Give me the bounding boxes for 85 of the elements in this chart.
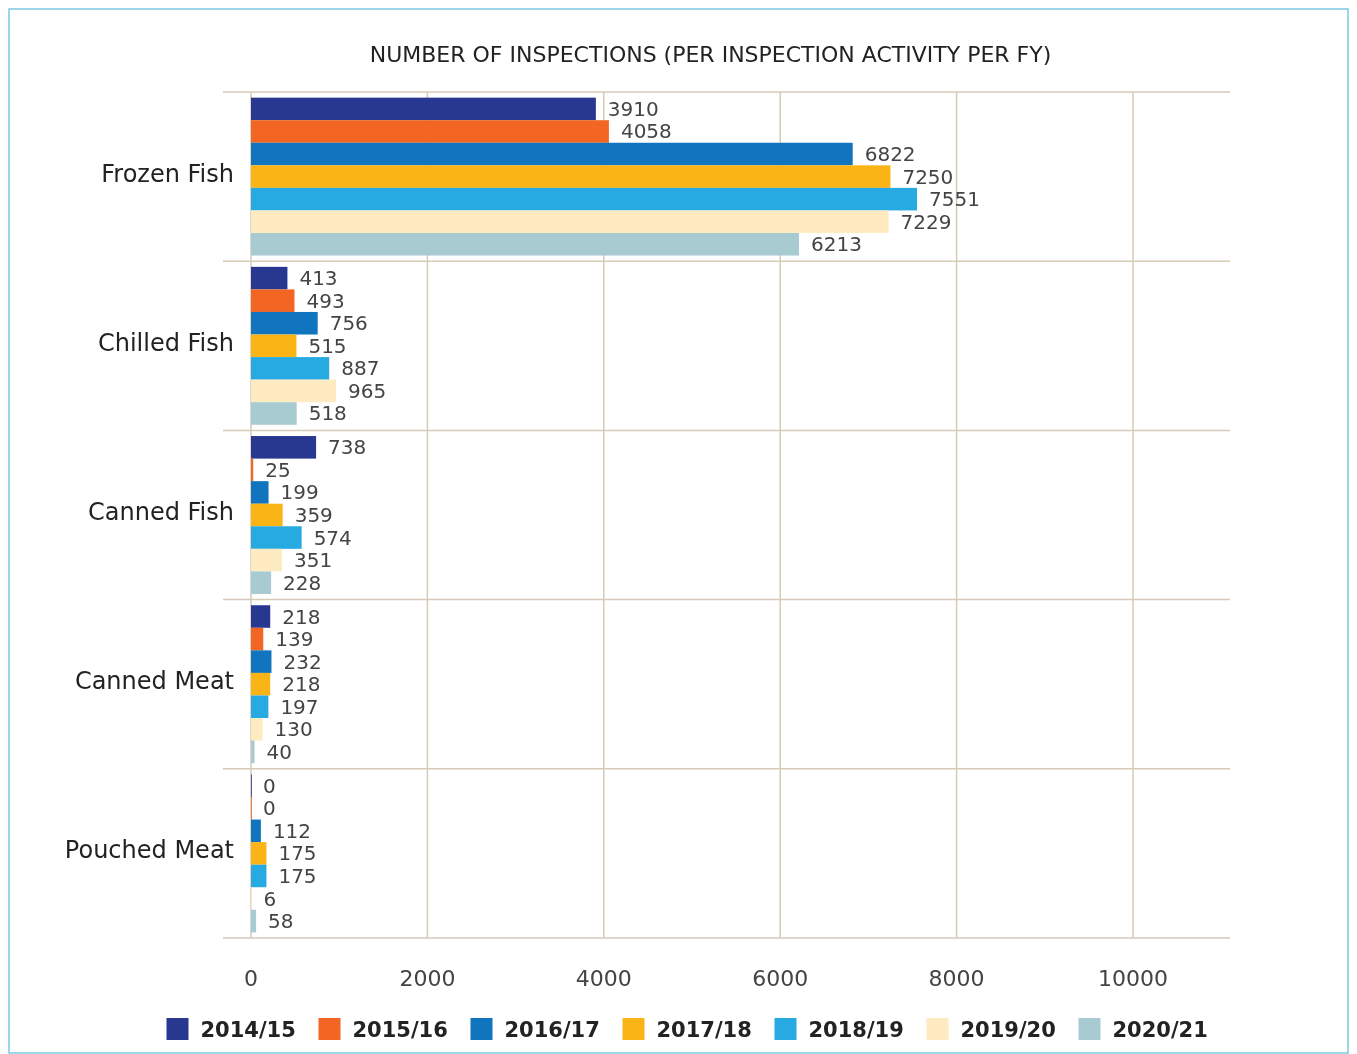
data-label: 965 (348, 378, 387, 403)
data-label: 228 (283, 570, 322, 595)
bar (251, 334, 297, 358)
data-label: 175 (278, 863, 317, 888)
legend-label: 2015/16 (352, 1018, 448, 1042)
x-tick-label: 4000 (575, 966, 632, 991)
bar (251, 266, 288, 290)
data-label: 518 (308, 401, 347, 426)
legend-label: 2018/19 (808, 1018, 904, 1042)
y-tick-label: Chilled Fish (97, 328, 234, 357)
data-label: 3910 (607, 96, 659, 121)
data-label: 887 (341, 356, 380, 381)
y-tick-label: Frozen Fish (101, 159, 234, 188)
data-label: 58 (268, 909, 294, 934)
bar (251, 548, 282, 572)
data-label: 130 (274, 717, 313, 742)
data-label: 197 (280, 694, 319, 719)
bar (251, 120, 609, 143)
bar (251, 165, 891, 188)
data-label: 6822 (864, 142, 916, 167)
data-label: 7551 (928, 187, 980, 212)
data-label: 7229 (900, 209, 952, 234)
data-label: 756 (329, 311, 368, 336)
y-tick-label: Canned Fish (88, 498, 234, 526)
data-label: 493 (306, 288, 345, 313)
bar (251, 142, 853, 166)
bar (251, 842, 267, 865)
data-label: 218 (282, 672, 321, 697)
data-label: 738 (328, 435, 367, 460)
bar (251, 526, 302, 549)
data-label: 6213 (810, 232, 862, 257)
y-tick-label: Canned Meat (74, 667, 234, 696)
legend-label: 2016/17 (504, 1018, 600, 1042)
bar (251, 436, 317, 459)
data-label: 139 (275, 627, 314, 652)
x-tick-label: 8000 (928, 966, 985, 991)
bar (251, 695, 269, 719)
data-label: 112 (272, 818, 312, 843)
data-label: 0 (263, 773, 276, 798)
bar (251, 402, 297, 425)
bar (251, 97, 596, 121)
bar (251, 909, 257, 933)
data-label: 232 (283, 649, 322, 674)
bar (251, 819, 261, 843)
data-label: 574 (313, 525, 352, 550)
bar (251, 571, 272, 594)
legend-label: 2017/18 (656, 1018, 752, 1042)
legend-label: 2019/20 (960, 1018, 1056, 1042)
bar (251, 740, 255, 764)
data-label: 413 (299, 266, 338, 291)
bar (251, 379, 337, 403)
data-label: 199 (280, 480, 319, 505)
bar (251, 650, 272, 673)
bar (251, 187, 917, 211)
data-label: 359 (294, 503, 333, 527)
data-label: 40 (266, 739, 292, 764)
bar (251, 503, 283, 527)
bar (251, 672, 271, 696)
bar (251, 233, 799, 256)
bar (251, 210, 889, 233)
x-tick-label: 6000 (752, 966, 809, 991)
bar (251, 605, 271, 628)
data-label: 218 (282, 604, 321, 629)
legend-label: 2020/21 (1112, 1018, 1208, 1042)
y-tick-label: Pouched Meat (64, 836, 234, 865)
bar (251, 718, 263, 741)
data-label: 175 (278, 841, 317, 866)
data-label: 0 (263, 796, 276, 821)
x-tick-label: 10000 (1097, 966, 1168, 991)
bar (251, 627, 264, 651)
bar (251, 311, 318, 335)
data-label: 4058 (620, 119, 672, 144)
chart-title: NUMBER OF INSPECTIONS (PER INSPECTION ACTIVITY PER FY) (369, 42, 1052, 67)
data-label: 351 (293, 548, 333, 573)
bar (251, 864, 267, 888)
bar (251, 357, 330, 380)
data-label: 6 (263, 886, 277, 911)
x-tick-label: 0 (244, 966, 258, 991)
bar (251, 481, 269, 504)
data-label: 25 (265, 457, 291, 482)
data-label: 515 (308, 333, 347, 358)
x-tick-label: 2000 (399, 966, 456, 991)
bar (251, 289, 295, 312)
data-label: 7250 (902, 164, 954, 189)
legend-label: 2014/15 (200, 1018, 296, 1042)
